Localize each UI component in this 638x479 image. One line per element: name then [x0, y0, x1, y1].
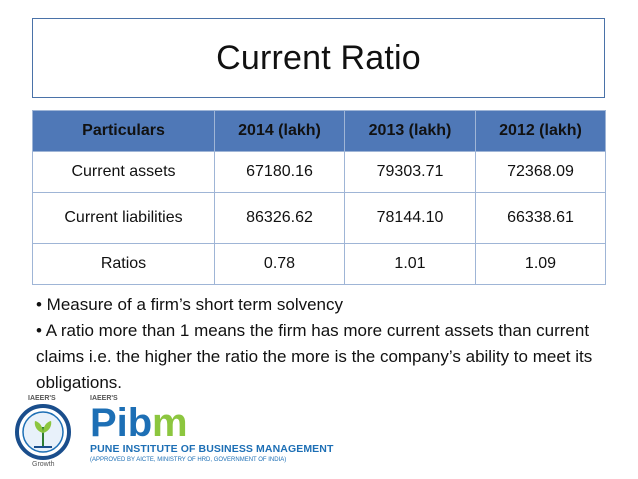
table-row: Ratios 0.78 1.01 1.09: [32, 243, 606, 285]
bullet-item: • Measure of a firm’s short term solvenc…: [36, 295, 344, 314]
cell-value: 86326.62: [214, 192, 345, 244]
emblem-caption: Growth: [32, 461, 55, 468]
cell-value: 1.09: [475, 243, 606, 285]
row-label: Current assets: [32, 151, 215, 193]
bullet-list: • Measure of a firm’s short term solvenc…: [36, 292, 606, 396]
cell-value: 67180.16: [214, 151, 345, 193]
row-label: Current liabilities: [32, 192, 215, 244]
table-row: Current assets 67180.16 79303.71 72368.0…: [32, 151, 606, 193]
cell-value: 79303.71: [344, 151, 476, 193]
cell-value: 0.78: [214, 243, 345, 285]
cell-value: 1.01: [344, 243, 476, 285]
header-2013: 2013 (lakh): [344, 110, 476, 152]
cell-value: 72368.09: [475, 151, 606, 193]
cell-value: 66338.61: [475, 192, 606, 244]
wordmark-pib: Pib: [90, 401, 152, 444]
bullet-item: • A ratio more than 1 means the firm has…: [36, 321, 593, 392]
cell-value: 78144.10: [344, 192, 476, 244]
current-ratio-table: Particulars 2014 (lakh) 2013 (lakh) 2012…: [32, 110, 606, 285]
table-row: Current liabilities 86326.62 78144.10 66…: [32, 192, 606, 244]
pibm-logo: IAEER'S IAEER'S Growth Pib m PUNE INSTIT…: [14, 395, 333, 475]
iaeer-label: IAEER'S: [90, 395, 118, 402]
header-2012: 2012 (lakh): [475, 110, 606, 152]
wordmark-m: m: [152, 401, 186, 444]
title-box: Current Ratio: [32, 18, 605, 98]
header-2014: 2014 (lakh): [214, 110, 345, 152]
slide-title: Current Ratio: [216, 38, 421, 77]
institute-name: PUNE INSTITUTE OF BUSINESS MANAGEMENT: [90, 443, 334, 455]
growth-emblem-icon: [15, 404, 71, 460]
pibm-wordmark: Pib m: [90, 401, 186, 444]
approval-text: (APPROVED BY AICTE, MINISTRY OF HRD, GOV…: [90, 457, 287, 463]
table-header-row: Particulars 2014 (lakh) 2013 (lakh) 2012…: [32, 110, 606, 152]
row-label: Ratios: [32, 243, 215, 285]
header-particulars: Particulars: [32, 110, 215, 152]
iaeer-label: IAEER'S: [28, 395, 56, 402]
